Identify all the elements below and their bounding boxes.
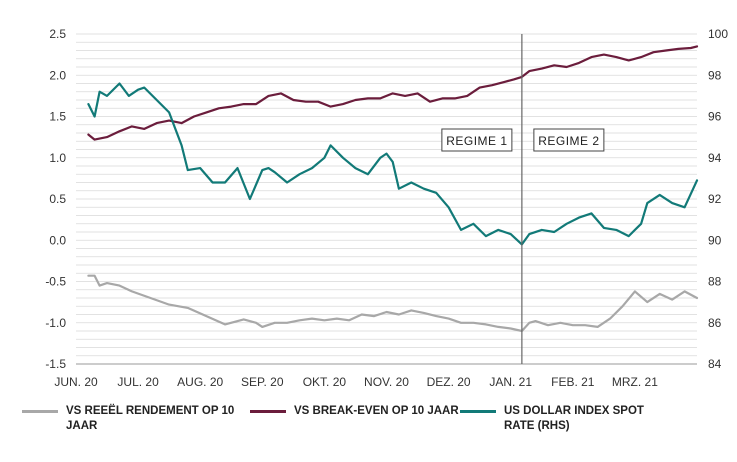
legend-label-real-yield: VS REEËL RENDEMENT OP 10 JAAR xyxy=(66,405,235,432)
right-tick-label: 100 xyxy=(708,27,728,41)
left-axis-ticks: 2.5 2.0 1.5 1.0 0.5 0.0 -0.5 -1.0 -1.5 xyxy=(45,27,66,371)
right-tick-label: 92 xyxy=(708,192,722,206)
series-line-1 xyxy=(87,45,699,141)
left-tick-label: 0.0 xyxy=(49,233,66,247)
x-tick-label: MRZ. 21 xyxy=(612,375,658,389)
series-line-2 xyxy=(87,82,699,246)
legend-item-real-yield: VS REEËL RENDEMENT OP 10 JAAR xyxy=(22,404,236,434)
legend-swatch-dollar-index xyxy=(460,410,496,413)
regime2-label: REGIME 2 xyxy=(538,134,599,148)
left-tick-label: 1.5 xyxy=(49,110,66,124)
right-tick-label: 96 xyxy=(708,110,722,124)
x-tick-label: JAN. 21 xyxy=(489,375,532,389)
left-tick-label: 2.5 xyxy=(49,27,66,41)
right-tick-label: 90 xyxy=(708,233,722,247)
regime1-label-box: REGIME 1 xyxy=(441,128,513,152)
right-tick-label: 84 xyxy=(708,357,722,371)
legend-label-dollar-index: US DOLLAR INDEX SPOT RATE (RHS) xyxy=(504,405,644,432)
x-tick-label: JUN. 20 xyxy=(54,375,98,389)
series-lines xyxy=(87,45,699,333)
x-tick-label: AUG. 20 xyxy=(177,375,223,389)
series-line-0 xyxy=(87,274,699,333)
left-tick-label: 2.0 xyxy=(49,68,66,82)
x-axis-ticks: JUN. 20 JUL. 20 AUG. 20 SEP. 20 OKT. 20 NOV. … xyxy=(54,375,658,389)
x-tick-label: DEZ. 20 xyxy=(427,375,471,389)
legend-swatch-real-yield xyxy=(22,410,58,413)
x-tick-label: JUL. 20 xyxy=(117,375,159,389)
x-tick-label: OKT. 20 xyxy=(303,375,347,389)
right-tick-label: 88 xyxy=(708,275,722,289)
legend-item-dollar-index: US DOLLAR INDEX SPOT RATE (RHS) xyxy=(460,404,674,434)
left-tick-label: -1.0 xyxy=(45,316,66,330)
legend-label-break-even: VS BREAK-EVEN OP 10 JAAR xyxy=(294,405,459,417)
x-tick-label: NOV. 20 xyxy=(364,375,409,389)
x-tick-label: SEP. 20 xyxy=(241,375,284,389)
chart-canvas: 2.5 2.0 1.5 1.0 0.5 0.0 -0.5 -1.0 -1.5 100 98 96 94… xyxy=(45,27,728,389)
right-axis-ticks: 100 98 96 94 92 90 88 86 84 xyxy=(708,27,728,371)
legend-item-break-even: VS BREAK-EVEN OP 10 JAAR xyxy=(250,404,464,419)
legend-swatch-break-even xyxy=(250,410,286,413)
left-tick-label: -0.5 xyxy=(45,275,66,289)
regime1-label: REGIME 1 xyxy=(446,134,507,148)
left-tick-label: -1.5 xyxy=(45,357,66,371)
grid-lines xyxy=(76,33,697,365)
left-tick-label: 0.5 xyxy=(49,192,66,206)
right-tick-label: 94 xyxy=(708,151,722,165)
legend: VS REEËL RENDEMENT OP 10 JAAR VS BREAK-E… xyxy=(22,404,722,454)
x-tick-label: FEB. 21 xyxy=(551,375,595,389)
left-tick-label: 1.0 xyxy=(49,151,66,165)
right-tick-label: 98 xyxy=(708,68,722,82)
right-tick-label: 86 xyxy=(708,316,722,330)
regime2-label-box: REGIME 2 xyxy=(533,128,605,152)
